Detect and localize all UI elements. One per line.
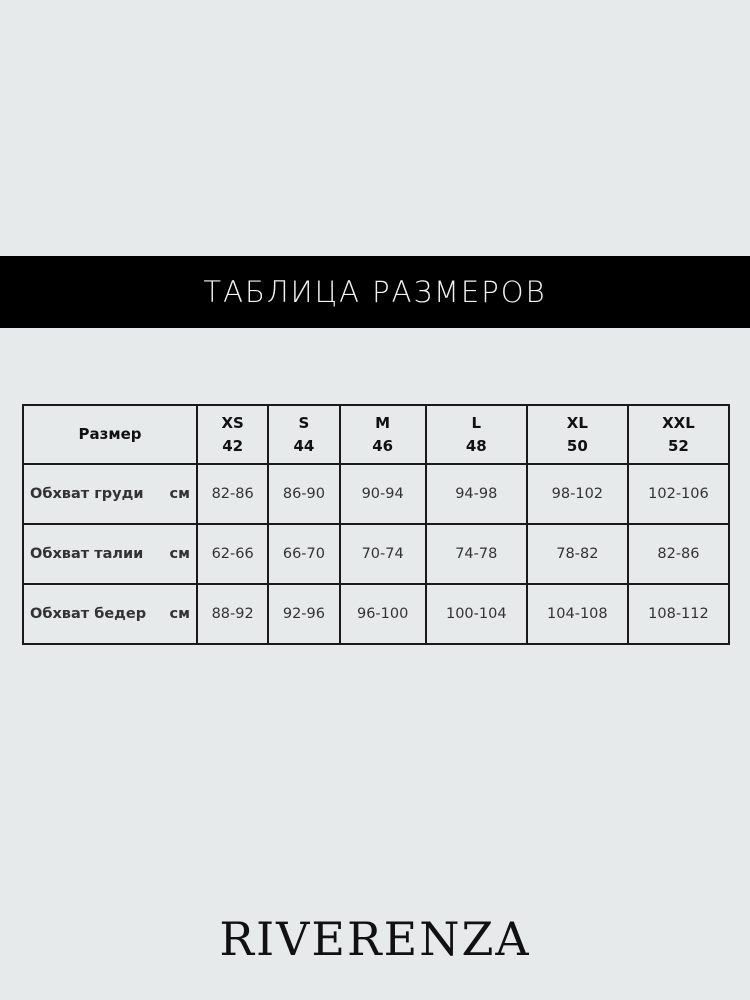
size-letter: S bbox=[298, 413, 310, 432]
size-column-header: XXL 52 bbox=[626, 404, 731, 465]
size-number: 46 bbox=[372, 436, 394, 455]
size-number: 44 bbox=[293, 436, 315, 455]
table-cell: 66-70 bbox=[267, 523, 341, 585]
table-cell: 86-90 bbox=[267, 463, 341, 525]
table-cell: 92-96 bbox=[267, 583, 341, 645]
size-column-header: XS 42 bbox=[195, 404, 270, 465]
size-table: Размер XS 42 S 44 M 46 L 48 XL 50 XXL 52 Обхва… bbox=[22, 404, 731, 645]
table-cell: 90-94 bbox=[338, 463, 427, 525]
table-cell: 82-86 bbox=[626, 523, 731, 585]
table-cell: 98-102 bbox=[525, 463, 629, 525]
measurement-name: Обхват бедер bbox=[30, 606, 147, 622]
size-number: 48 bbox=[465, 436, 487, 455]
size-letter: L bbox=[471, 413, 482, 432]
table-cell: 96-100 bbox=[338, 583, 427, 645]
measurement-name: Обхват талии bbox=[30, 546, 144, 562]
table-cell: 78-82 bbox=[525, 523, 629, 585]
row-label: Обхват талии см bbox=[22, 523, 198, 585]
size-column-header: S 44 bbox=[267, 404, 341, 465]
size-letter: XS bbox=[221, 413, 244, 432]
table-cell: 82-86 bbox=[195, 463, 270, 525]
size-letter: XXL bbox=[662, 413, 695, 432]
brand-logo: RIVERENZA bbox=[219, 912, 531, 966]
table-cell: 102-106 bbox=[626, 463, 731, 525]
table-row: Обхват талии см 62-66 66-70 70-74 74-78 78-82 8… bbox=[22, 523, 731, 585]
size-number: 42 bbox=[222, 436, 244, 455]
size-number: 50 bbox=[566, 436, 588, 455]
measurement-name: Обхват груди bbox=[30, 486, 144, 502]
unit-label: см bbox=[169, 486, 190, 502]
table-row: Обхват груди см 82-86 86-90 90-94 94-98 98-102… bbox=[22, 463, 731, 525]
header-label: Размер bbox=[22, 404, 198, 465]
unit-label: см bbox=[169, 546, 190, 562]
table-cell: 108-112 bbox=[626, 583, 731, 645]
table-cell: 104-108 bbox=[525, 583, 629, 645]
table-cell: 74-78 bbox=[424, 523, 528, 585]
size-letter: XL bbox=[566, 413, 588, 432]
title-banner: ТАБЛИЦА РАЗМЕРОВ bbox=[0, 256, 750, 328]
row-label: Обхват груди см bbox=[22, 463, 198, 525]
page-title: ТАБЛИЦА РАЗМЕРОВ bbox=[203, 275, 547, 309]
table-cell: 88-92 bbox=[195, 583, 270, 645]
row-label: Обхват бедер см bbox=[22, 583, 198, 645]
size-column-header: M 46 bbox=[338, 404, 427, 465]
size-letter: M bbox=[375, 413, 391, 432]
size-column-header: XL 50 bbox=[525, 404, 629, 465]
table-cell: 94-98 bbox=[424, 463, 528, 525]
size-number: 52 bbox=[668, 436, 689, 455]
unit-label: см bbox=[169, 606, 190, 622]
table-row: Обхват бедер см 88-92 92-96 96-100 100-104 104… bbox=[22, 583, 731, 645]
table-cell: 100-104 bbox=[424, 583, 528, 645]
table-header-row: Размер XS 42 S 44 M 46 L 48 XL 50 XXL 52 bbox=[22, 404, 731, 465]
table-cell: 62-66 bbox=[195, 523, 270, 585]
table-cell: 70-74 bbox=[338, 523, 427, 585]
size-column-header: L 48 bbox=[424, 404, 528, 465]
